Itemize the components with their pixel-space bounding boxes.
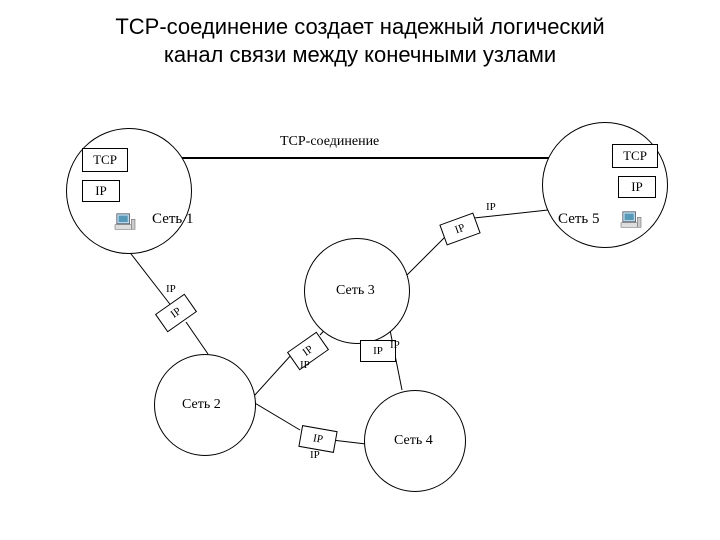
protocol-box-tcp2: TCP xyxy=(612,144,658,168)
protocol-box-ip2: IP xyxy=(618,176,656,198)
protocol-box-ip1: IP xyxy=(82,180,120,202)
network-label: Сеть 3 xyxy=(336,283,375,299)
tcp-connection-label: TCP-соединение xyxy=(280,134,379,150)
protocol-box-tcp1: TCP xyxy=(82,148,128,172)
network-label: Сеть 5 xyxy=(558,211,600,228)
network-label: Сеть 2 xyxy=(182,397,221,413)
ip-label: IP xyxy=(486,201,496,213)
network-label: Сеть 4 xyxy=(394,433,433,449)
computer-icon xyxy=(620,210,642,230)
ip-label: IP xyxy=(300,359,310,371)
ip-label: IP xyxy=(310,449,320,461)
network-label: Сеть 1 xyxy=(152,211,194,228)
ip-label: IP xyxy=(166,283,176,295)
ip-label: IP xyxy=(390,339,400,351)
computer-icon xyxy=(114,212,136,232)
